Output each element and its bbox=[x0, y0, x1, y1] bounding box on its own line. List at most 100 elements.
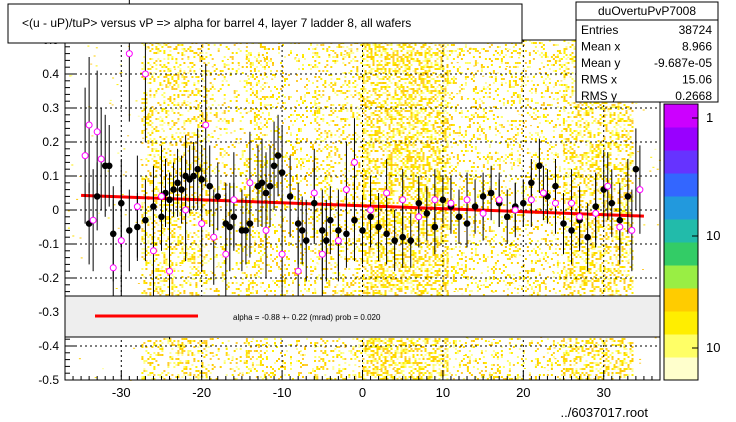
palette-swatch bbox=[664, 334, 698, 358]
data-point bbox=[133, 203, 141, 211]
stats-box: duOvertuPvP7008 Entries 38724 Mean x 8.966 M… bbox=[575, 1, 719, 103]
data-point bbox=[286, 193, 294, 200]
data-point bbox=[182, 206, 190, 214]
data-point bbox=[246, 179, 254, 187]
data-point bbox=[270, 162, 278, 170]
data-point bbox=[125, 50, 133, 58]
data-point bbox=[383, 230, 390, 238]
palette-swatch bbox=[664, 104, 698, 128]
data-point bbox=[141, 70, 149, 78]
y-tick-label: -0.4 bbox=[38, 339, 59, 353]
footer-filename: ../6037017.root bbox=[561, 405, 649, 420]
heat-band bbox=[446, 40, 565, 380]
data-point bbox=[93, 193, 101, 200]
data-point bbox=[334, 237, 342, 245]
data-point bbox=[584, 233, 591, 241]
data-point bbox=[359, 227, 366, 234]
data-point bbox=[375, 223, 382, 231]
data-point bbox=[471, 203, 479, 210]
heat-speckles bbox=[67, 41, 661, 381]
data-point bbox=[479, 209, 487, 217]
data-point bbox=[350, 158, 358, 166]
data-point bbox=[157, 192, 165, 200]
heat-band bbox=[314, 40, 365, 380]
data-point bbox=[495, 196, 503, 204]
palette-label: 10 bbox=[706, 228, 720, 243]
palette-frame bbox=[663, 103, 699, 381]
data-point bbox=[85, 121, 93, 129]
title-frame bbox=[7, 3, 523, 44]
stats-title: duOvertuPvP7008 bbox=[598, 4, 696, 18]
data-point bbox=[117, 237, 125, 245]
stats-label: RMS y bbox=[581, 89, 617, 103]
data-point bbox=[258, 179, 266, 187]
stats-value: 15.06 bbox=[682, 73, 712, 87]
data-point bbox=[97, 155, 105, 163]
stats-label: Entries bbox=[581, 23, 618, 37]
data-point bbox=[520, 199, 527, 207]
data-point bbox=[194, 165, 201, 173]
data-point bbox=[202, 121, 210, 129]
data-point bbox=[214, 193, 222, 200]
stats-label: Mean x bbox=[581, 40, 620, 54]
data-point bbox=[551, 199, 559, 207]
stats-value: 0.2668 bbox=[675, 89, 712, 103]
x-tick-label: 20 bbox=[516, 385, 530, 400]
data-point bbox=[278, 169, 286, 176]
stats-value: -9.687e-05 bbox=[654, 56, 712, 70]
data-point bbox=[310, 189, 318, 197]
data-point bbox=[323, 237, 330, 244]
data-point bbox=[166, 196, 173, 204]
data-point bbox=[423, 210, 431, 217]
data-point bbox=[636, 186, 644, 194]
color-palette: 1 10 10 bbox=[663, 103, 720, 381]
data-point bbox=[511, 206, 519, 214]
data-point bbox=[327, 216, 334, 224]
y-tick-label: 0.1 bbox=[42, 169, 59, 183]
x-tick-label: 0 bbox=[359, 385, 366, 400]
palette-label: 1 bbox=[706, 110, 713, 125]
palette-swatch bbox=[664, 242, 698, 266]
y-tick-label: 0.3 bbox=[42, 101, 59, 115]
data-point bbox=[608, 199, 616, 207]
data-point bbox=[415, 213, 423, 221]
stats-value: 8.966 bbox=[682, 40, 712, 54]
series-open-points bbox=[81, 0, 644, 340]
palette-swatch bbox=[664, 219, 698, 243]
data-point bbox=[230, 196, 238, 204]
title-box: <(u - uP)/tuP> versus vP => alpha for ba… bbox=[7, 3, 523, 44]
data-point bbox=[351, 216, 358, 224]
stats-label: Mean y bbox=[581, 56, 620, 70]
heat-band bbox=[362, 40, 449, 380]
palette-swatch bbox=[664, 127, 698, 151]
data-point bbox=[431, 196, 439, 204]
y-tick-label: 0.2 bbox=[42, 135, 59, 149]
data-point bbox=[568, 199, 576, 207]
data-point bbox=[262, 226, 270, 234]
data-point bbox=[142, 216, 149, 224]
data-point bbox=[109, 264, 117, 272]
y-tick-label: -0.2 bbox=[38, 271, 59, 285]
data-point bbox=[616, 223, 624, 231]
data-point bbox=[298, 227, 306, 234]
data-point bbox=[178, 186, 185, 193]
data-point bbox=[81, 152, 89, 160]
stats-value: 38724 bbox=[679, 23, 713, 37]
stats-label: RMS x bbox=[581, 73, 617, 87]
data-point bbox=[503, 213, 511, 221]
palette-label: 10 bbox=[706, 340, 720, 355]
data-point bbox=[628, 226, 636, 234]
y-tick-label: -0.3 bbox=[38, 305, 59, 319]
data-point bbox=[527, 196, 535, 204]
data-point bbox=[105, 162, 113, 170]
data-point bbox=[302, 237, 310, 244]
data-point bbox=[576, 213, 584, 221]
data-point bbox=[89, 216, 97, 224]
data-point bbox=[126, 227, 133, 234]
data-point bbox=[170, 186, 177, 193]
data-point bbox=[536, 162, 543, 170]
data-point bbox=[222, 250, 230, 258]
x-tick-label: -10 bbox=[273, 385, 292, 400]
data-point bbox=[463, 196, 471, 204]
